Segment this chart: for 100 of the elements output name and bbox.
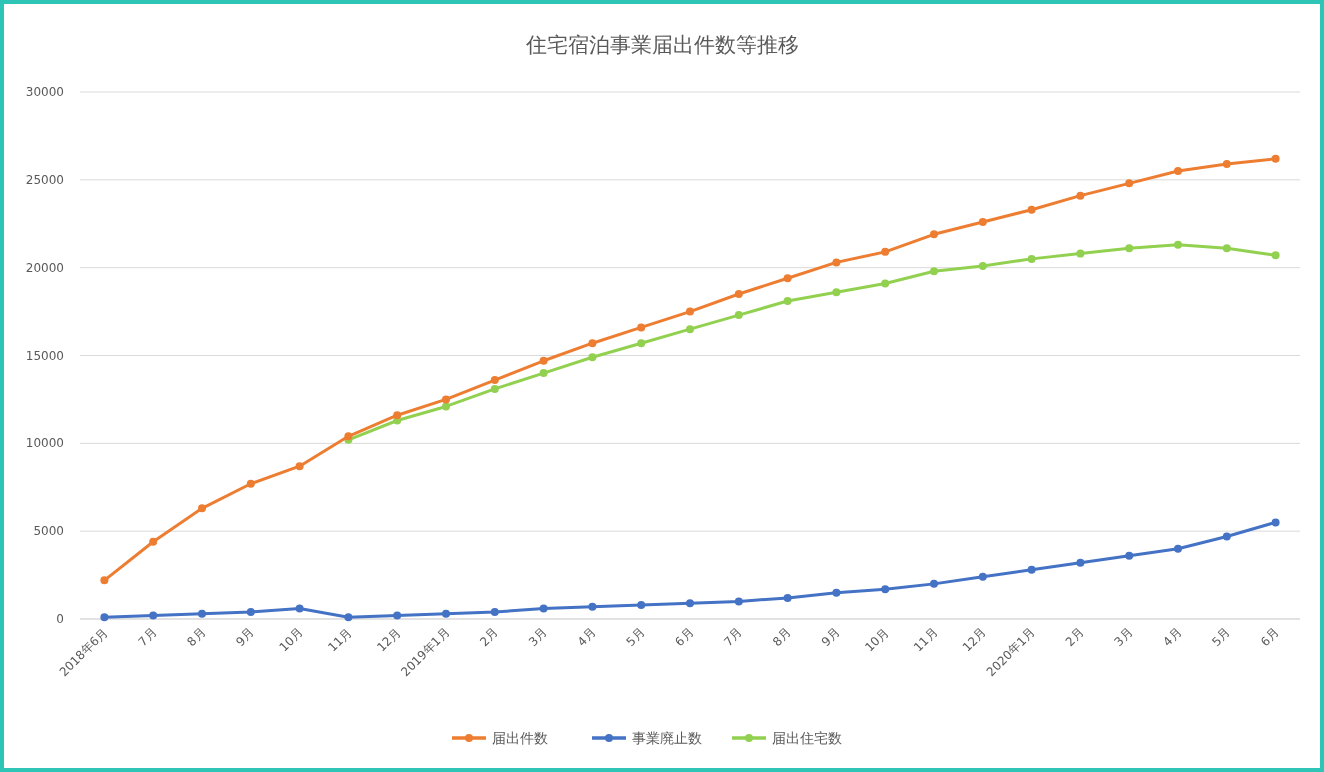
point xyxy=(1271,518,1280,527)
point xyxy=(198,504,206,513)
x-tick-label: 9月 xyxy=(233,625,257,650)
point xyxy=(637,600,646,609)
x-tick-label: 11月 xyxy=(325,625,355,655)
point xyxy=(686,307,694,316)
legend-label: 届出住宅数 xyxy=(772,730,842,746)
point xyxy=(246,479,255,488)
point xyxy=(1076,249,1085,258)
x-tick-label: 4月 xyxy=(1160,625,1185,650)
legend-label: 届出件数 xyxy=(492,730,548,746)
point xyxy=(832,258,841,267)
legend-label: 事業廃止数 xyxy=(632,730,702,746)
point xyxy=(1222,160,1231,169)
point xyxy=(1174,544,1182,553)
point xyxy=(588,339,597,348)
point xyxy=(783,297,792,306)
point xyxy=(1027,205,1036,214)
point xyxy=(686,599,694,608)
point xyxy=(588,602,597,611)
point xyxy=(686,325,694,334)
point xyxy=(539,356,548,365)
y-tick-label: 25000 xyxy=(25,172,64,187)
x-tick-label: 6月 xyxy=(672,625,697,650)
x-tick-label: 9月 xyxy=(818,625,843,650)
x-tick-label: 3月 xyxy=(525,625,550,650)
point xyxy=(1027,254,1036,263)
point xyxy=(1125,551,1134,560)
y-tick-label: 15000 xyxy=(25,348,64,363)
point xyxy=(881,585,890,594)
x-tick-label: 10月 xyxy=(276,625,306,655)
point xyxy=(930,267,938,276)
x-tick-label: 6月 xyxy=(1257,625,1282,650)
point xyxy=(1222,244,1231,253)
point xyxy=(344,613,353,622)
point xyxy=(1125,179,1134,188)
point xyxy=(1076,191,1085,200)
point xyxy=(149,611,158,620)
point xyxy=(100,613,109,622)
point xyxy=(1174,240,1182,249)
x-tick-label: 3月 xyxy=(1111,625,1136,650)
point xyxy=(246,607,255,616)
point xyxy=(783,274,792,283)
y-tick-label: 5000 xyxy=(33,524,64,539)
x-tick-label: 8月 xyxy=(769,625,794,650)
point xyxy=(539,369,548,378)
x-tick-label: 12月 xyxy=(374,625,404,655)
point xyxy=(881,279,890,288)
y-tick-label: 0 xyxy=(56,612,64,626)
point xyxy=(930,579,938,588)
point xyxy=(881,247,890,256)
point xyxy=(295,604,304,613)
point xyxy=(1027,565,1036,574)
point xyxy=(490,376,499,385)
point xyxy=(588,353,597,362)
point xyxy=(783,593,792,602)
chart-title: 住宅宿泊事業届出件数等推移 xyxy=(524,33,799,57)
point xyxy=(1222,532,1231,541)
x-tick-label: 5月 xyxy=(1209,625,1233,650)
x-tick-label: 11月 xyxy=(910,625,941,655)
x-tick-label: 10月 xyxy=(862,625,892,655)
point xyxy=(1125,244,1134,253)
x-tick-label: 7月 xyxy=(135,625,160,650)
point xyxy=(637,339,646,348)
point xyxy=(1271,251,1280,260)
x-tick-label: 7月 xyxy=(721,625,745,650)
y-tick-label: 10000 xyxy=(25,436,64,451)
point xyxy=(832,288,841,297)
point xyxy=(539,604,548,613)
point xyxy=(734,290,743,299)
point xyxy=(442,609,450,618)
point xyxy=(978,261,987,270)
y-tick-label: 20000 xyxy=(25,260,64,275)
point xyxy=(490,384,499,393)
point xyxy=(442,402,450,411)
y-tick-label: 30000 xyxy=(25,85,64,99)
point xyxy=(149,537,158,546)
point xyxy=(1174,167,1182,176)
point xyxy=(1076,558,1085,567)
x-tick-label: 12月 xyxy=(959,625,989,655)
x-tick-label: 2月 xyxy=(477,625,501,650)
point xyxy=(734,311,743,320)
x-tick-label: 5月 xyxy=(623,625,648,650)
point xyxy=(393,611,402,620)
point xyxy=(930,230,938,239)
x-tick-label: 8月 xyxy=(184,625,209,650)
point xyxy=(393,411,402,420)
point xyxy=(978,572,987,581)
x-tick-label: 4月 xyxy=(574,625,599,650)
point xyxy=(198,609,206,618)
point xyxy=(490,607,499,616)
point xyxy=(978,217,987,226)
point xyxy=(100,576,109,585)
point xyxy=(442,395,450,404)
point xyxy=(832,588,841,597)
x-tick-label: 2月 xyxy=(1062,625,1087,650)
point xyxy=(637,323,646,332)
point xyxy=(1271,154,1280,163)
point xyxy=(734,597,743,606)
point xyxy=(295,462,304,471)
